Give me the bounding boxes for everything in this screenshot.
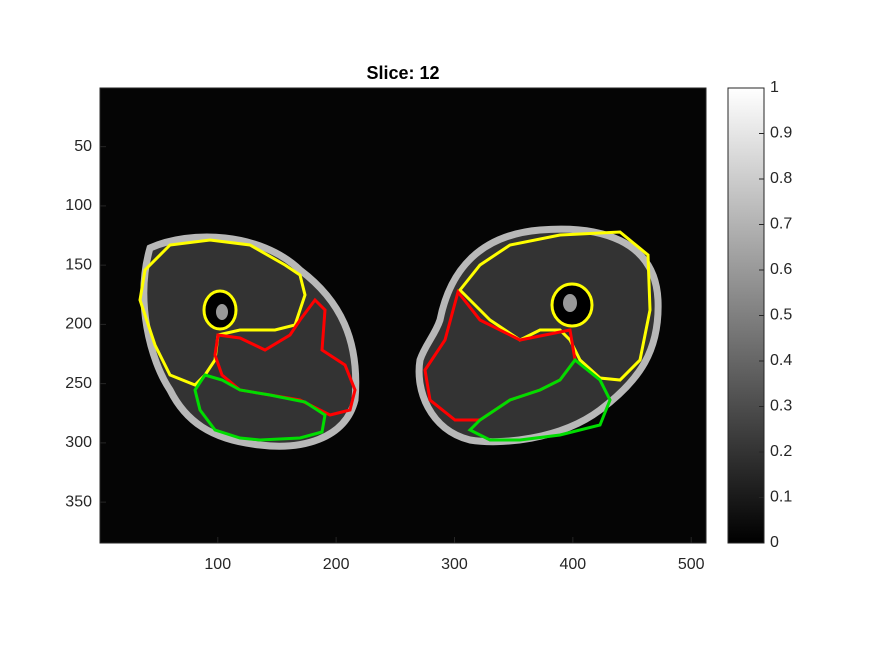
- marrow: [216, 304, 228, 320]
- x-tick-label: 100: [204, 556, 231, 573]
- axes-box: [99, 87, 707, 544]
- colorbar-tick-label: 0.2: [770, 443, 792, 460]
- y-tick-label: 50: [74, 138, 92, 155]
- y-tick-label: 150: [65, 256, 92, 273]
- colorbar: [727, 87, 765, 544]
- colorbar-tick-label: 0.4: [770, 352, 792, 369]
- colorbar-tick-label: 1: [770, 79, 779, 96]
- chart-title: Slice: 12: [366, 63, 439, 83]
- x-tick-label: 300: [441, 556, 468, 573]
- yellow-contour: [138, 238, 307, 387]
- y-tick-label: 200: [65, 316, 92, 333]
- x-tick-label: 200: [323, 556, 350, 573]
- y-tick-label: 100: [65, 197, 92, 214]
- colorbar-tick-label: 0.3: [770, 398, 792, 415]
- x-tick-label: 400: [559, 556, 586, 573]
- colorbar-tick-label: 0.5: [770, 307, 792, 324]
- colorbar-tick-label: 0.1: [770, 489, 792, 506]
- colorbar-tick-label: 0.6: [770, 261, 792, 278]
- colorbar-tick-label: 0: [770, 534, 779, 551]
- y-tick-label: 250: [65, 375, 92, 392]
- colorbar-tick-label: 0.8: [770, 170, 792, 187]
- green-contour: [467, 357, 612, 442]
- y-tick-label: 300: [65, 434, 92, 451]
- marrow: [563, 294, 577, 312]
- green-contour: [193, 373, 327, 442]
- y-tick-label: 350: [65, 493, 92, 510]
- colorbar-tick-label: 0.9: [770, 125, 792, 142]
- image: [100, 88, 706, 543]
- colorbar-tick-label: 0.7: [770, 216, 792, 233]
- x-tick-label: 500: [678, 556, 705, 573]
